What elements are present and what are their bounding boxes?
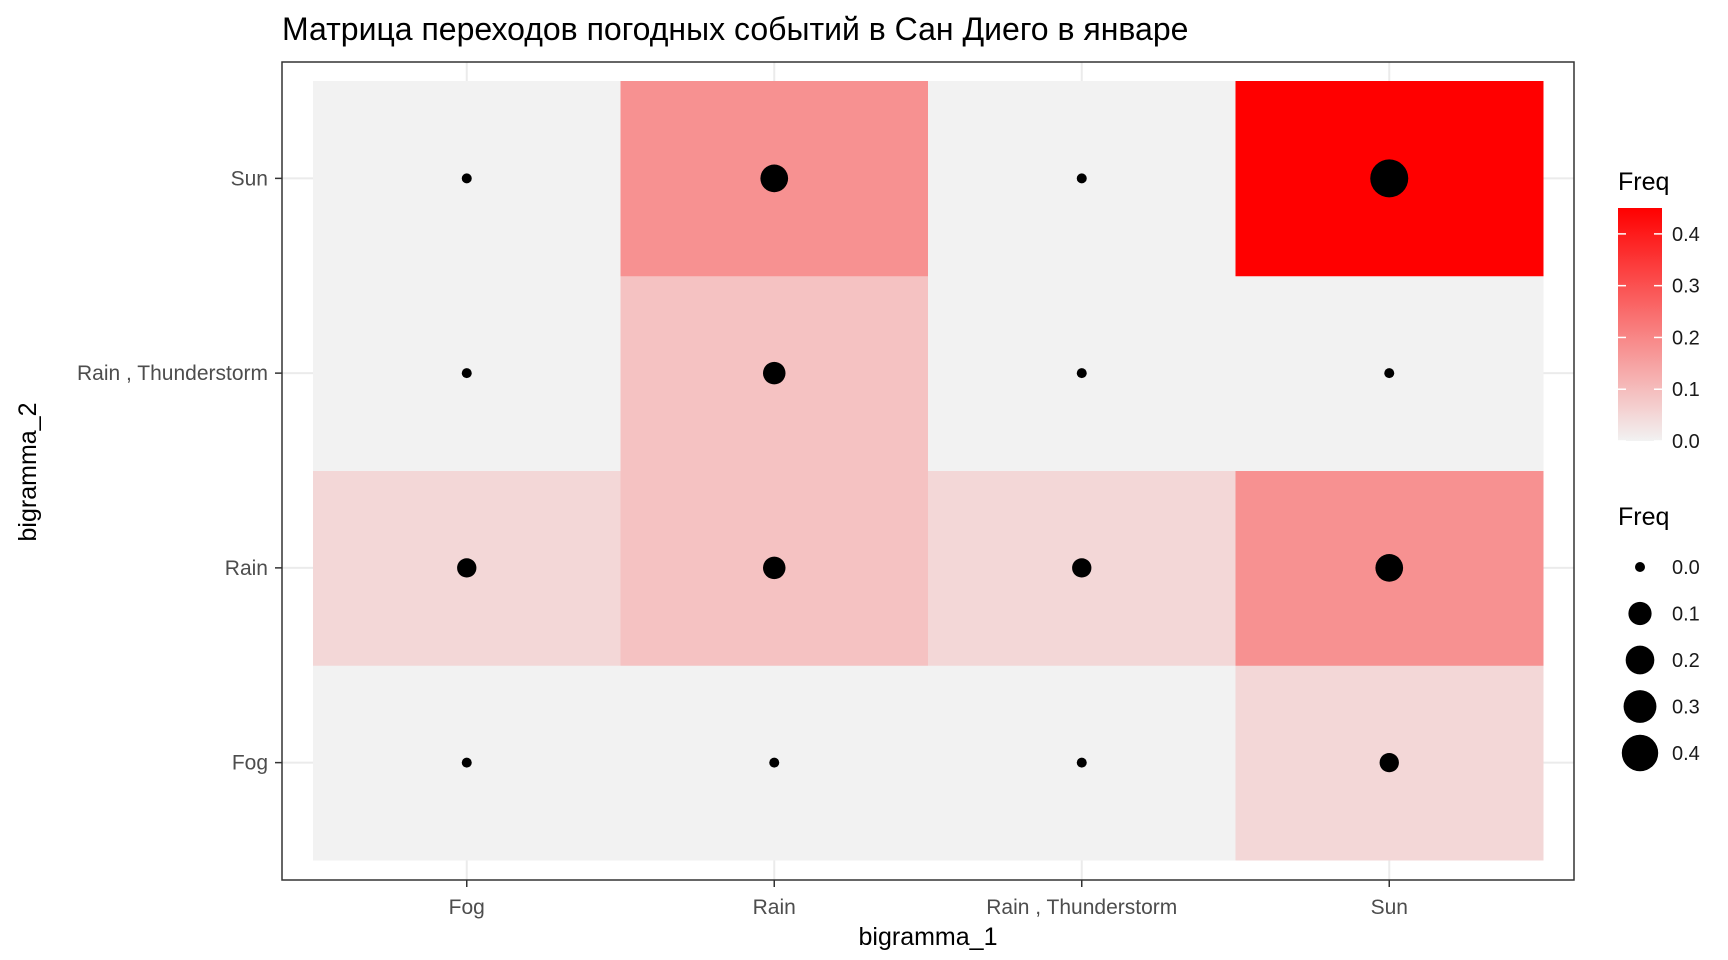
size-point [769, 757, 780, 768]
fill-legend-label: 0.0 [1672, 431, 1700, 453]
size-legend-key [1623, 690, 1657, 723]
fill-legend: Freq 0.0 0.1 0.2 0.3 0.4 [1618, 168, 1700, 453]
size-point [1072, 558, 1092, 578]
size-point [461, 757, 472, 768]
y-tick-label: Fog [232, 752, 268, 775]
size-points [457, 159, 1409, 773]
size-legend-key [1621, 734, 1659, 772]
size-point [1375, 554, 1404, 582]
heatmap-tiles [313, 81, 1544, 861]
fill-legend-label: 0.2 [1672, 327, 1700, 349]
fill-legend-label: 0.3 [1672, 276, 1700, 298]
fill-legend-label: 0.4 [1672, 224, 1700, 246]
size-point [1076, 173, 1087, 184]
x-axis: Fog Rain Rain , Thunderstorm Sun [449, 880, 1408, 919]
size-legend-label: 0.4 [1672, 743, 1700, 765]
y-axis-title: bigramma_2 [14, 403, 42, 542]
size-legend-label: 0.0 [1672, 557, 1700, 579]
x-axis-title: bigramma_1 [859, 923, 998, 951]
fill-legend-colorbar [1618, 208, 1662, 441]
x-tick-label: Rain , Thunderstorm [986, 896, 1177, 919]
fill-legend-title: Freq [1618, 168, 1669, 196]
size-legend-key [1628, 601, 1652, 626]
size-legend-label: 0.1 [1672, 604, 1700, 626]
size-point [762, 361, 786, 385]
size-legend-key [1635, 562, 1645, 572]
size-point [1076, 757, 1087, 768]
x-tick-label: Fog [449, 896, 485, 919]
size-legend-title: Freq [1618, 503, 1669, 531]
size-point [1076, 368, 1087, 379]
size-point [1384, 368, 1395, 379]
size-legend-label: 0.2 [1672, 650, 1700, 672]
size-point [1370, 159, 1409, 198]
chart-title: Матрица переходов погодных событий в Сан… [282, 11, 1188, 47]
y-tick-label: Sun [231, 167, 268, 190]
y-axis: Fog Rain Rain , Thunderstorm Sun [77, 167, 282, 775]
size-legend-key [1625, 645, 1655, 675]
x-tick-label: Sun [1371, 896, 1408, 919]
fill-legend-label: 0.1 [1672, 379, 1700, 401]
size-point [760, 164, 789, 193]
x-tick-label: Rain [753, 896, 796, 919]
y-tick-label: Rain , Thunderstorm [77, 362, 268, 385]
size-point [1379, 752, 1399, 773]
y-tick-label: Rain [225, 557, 268, 580]
size-point [461, 368, 472, 379]
panel-border [281, 61, 1575, 881]
size-legend: Freq 0.0 0.1 0.2 0.3 0.4 [1618, 503, 1700, 772]
size-point [457, 558, 477, 578]
size-legend-label: 0.3 [1672, 697, 1700, 719]
size-point [461, 173, 472, 184]
size-point [762, 556, 786, 580]
